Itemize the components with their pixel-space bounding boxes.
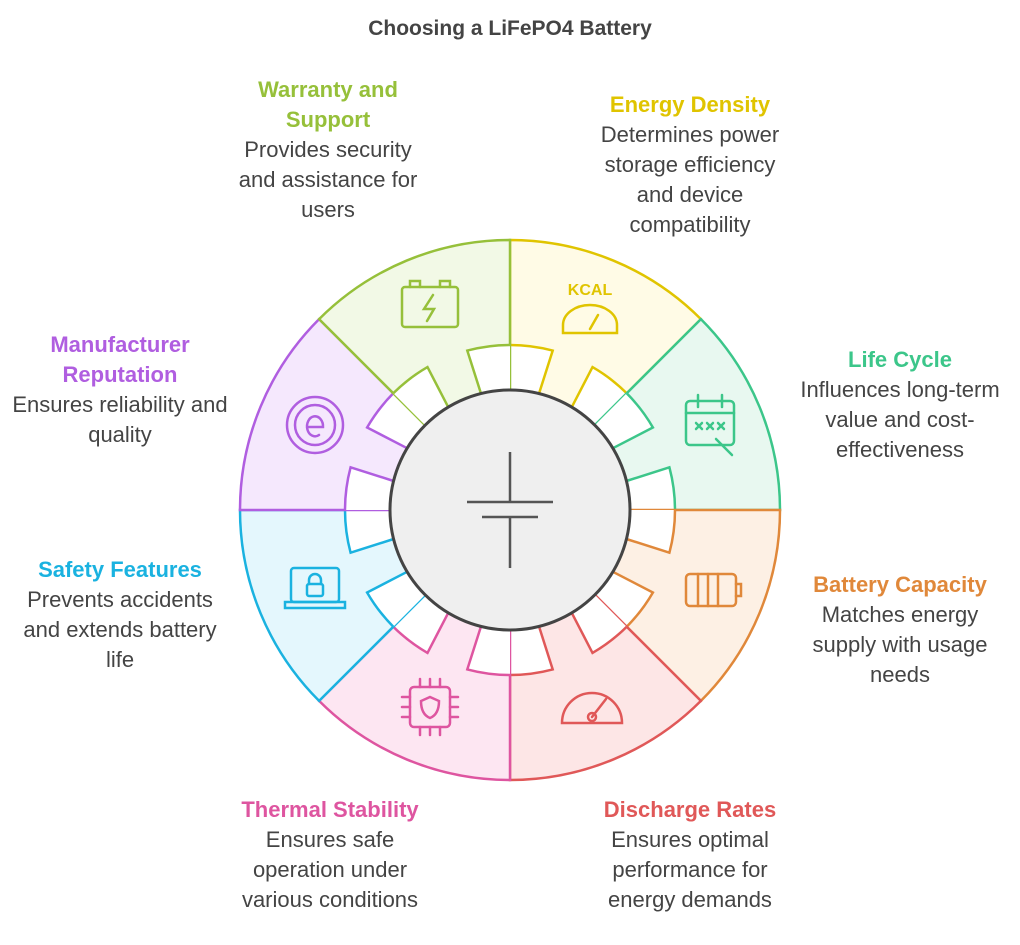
segment-text: Thermal Stability Ensures safe operation … [220, 795, 440, 915]
segment-description: Ensures optimal performance for energy d… [608, 827, 772, 912]
kcal-gauge-icon: KCAL [561, 282, 619, 335]
segment-title: Safety Features [38, 557, 202, 582]
segment-title: Life Cycle [848, 347, 952, 372]
segment-title: Manufacturer Reputation [50, 332, 190, 387]
e-badge-icon [285, 395, 345, 455]
segment-description: Determines power storage efficiency and … [600, 122, 780, 237]
segment-title: Thermal Stability [241, 797, 419, 822]
segment-description: Provides security and assistance for use… [238, 137, 418, 222]
segment-description: Prevents accidents and extends battery l… [23, 587, 217, 672]
speedometer-icon [560, 691, 624, 725]
segment-description: Matches energy supply with usage needs [812, 602, 988, 687]
segment-text: Warranty and Support Provides security an… [218, 75, 438, 225]
chip-shield-icon [400, 677, 460, 737]
svg-text:KCAL: KCAL [568, 282, 613, 299]
segment-title: Energy Density [609, 92, 771, 117]
segment-title: Warranty and Support [258, 77, 398, 132]
segment-description: Ensures safe operation under various con… [241, 827, 419, 912]
segment-title: Battery Capacity [813, 572, 987, 597]
car-battery-icon [400, 279, 460, 329]
diagram-title: Choosing a LiFePO4 Battery [368, 17, 652, 40]
laptop-lock-icon [283, 566, 347, 610]
segment-text: Energy Density Determines power storage e… [580, 90, 800, 240]
segment-description: Influences long-term value and cost-effe… [800, 377, 1000, 462]
segment-title: Discharge Rates [603, 797, 777, 822]
segment-text: Safety Features Prevents accidents and ex… [10, 555, 230, 675]
calendar-icon [684, 393, 736, 457]
segment-text: Life Cycle Influences long-term value and… [790, 345, 1010, 465]
segment-description: Ensures reliability and quality [12, 392, 228, 447]
segment-text: Discharge Rates Ensures optimal performan… [580, 795, 800, 915]
center-hub [388, 388, 632, 632]
segment-text: Manufacturer Reputation Ensures reliabili… [10, 330, 230, 450]
battery-icon [684, 572, 743, 608]
battery-symbol-icon [467, 452, 553, 568]
segment-text: Battery Capacity Matches energy supply wi… [790, 570, 1010, 690]
